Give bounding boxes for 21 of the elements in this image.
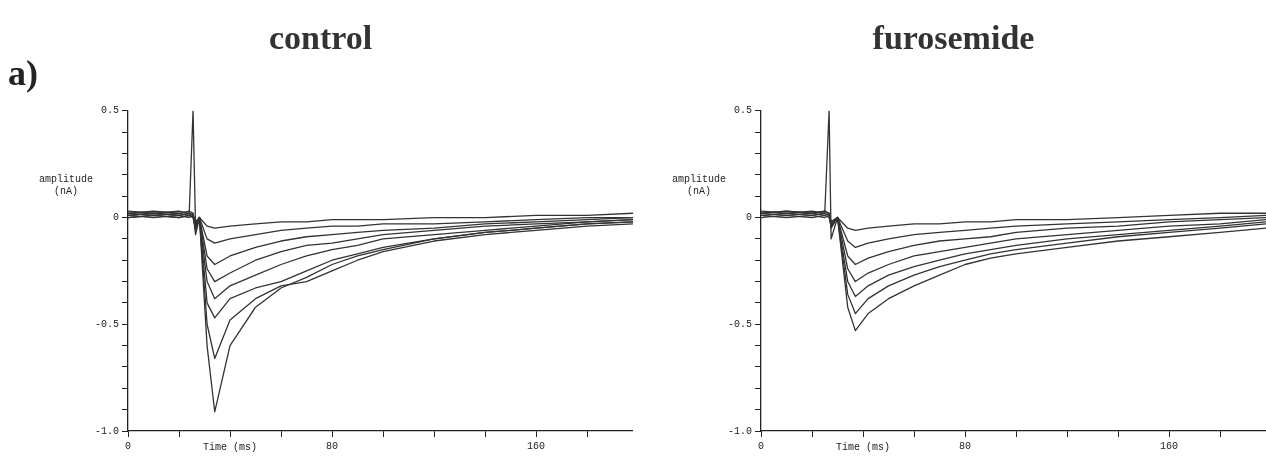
y-tick-label: 0.5 bbox=[733, 105, 752, 117]
x-axis-title: Time (ms) bbox=[836, 441, 891, 453]
x-tick-label: 160 bbox=[1160, 440, 1179, 452]
x-tick-label: 80 bbox=[326, 440, 339, 452]
x-tick-label: 0 bbox=[124, 440, 132, 452]
x-tick-label: 80 bbox=[959, 440, 972, 452]
x-axis-title: Time (ms) bbox=[203, 441, 258, 453]
y-tick-label: 0 bbox=[112, 212, 119, 224]
y-tick-label: -1.0 bbox=[94, 425, 119, 437]
x-tick-label: 0 bbox=[757, 440, 765, 452]
y-tick-label: -0.5 bbox=[727, 318, 752, 330]
y-tick-label: -0.5 bbox=[94, 318, 119, 330]
text: a) bbox=[8, 52, 38, 94]
chart-title: furosemide bbox=[872, 19, 1035, 57]
chart-title: control bbox=[268, 19, 373, 57]
y-tick-label: -1.0 bbox=[727, 425, 752, 437]
x-tick-label: 160 bbox=[527, 440, 546, 452]
y-tick-label: 0.5 bbox=[100, 105, 119, 117]
y-axis-title: amplitude (nA) bbox=[38, 174, 94, 198]
y-axis-title: amplitude (nA) bbox=[671, 174, 727, 198]
y-tick-label: 0 bbox=[745, 212, 752, 224]
